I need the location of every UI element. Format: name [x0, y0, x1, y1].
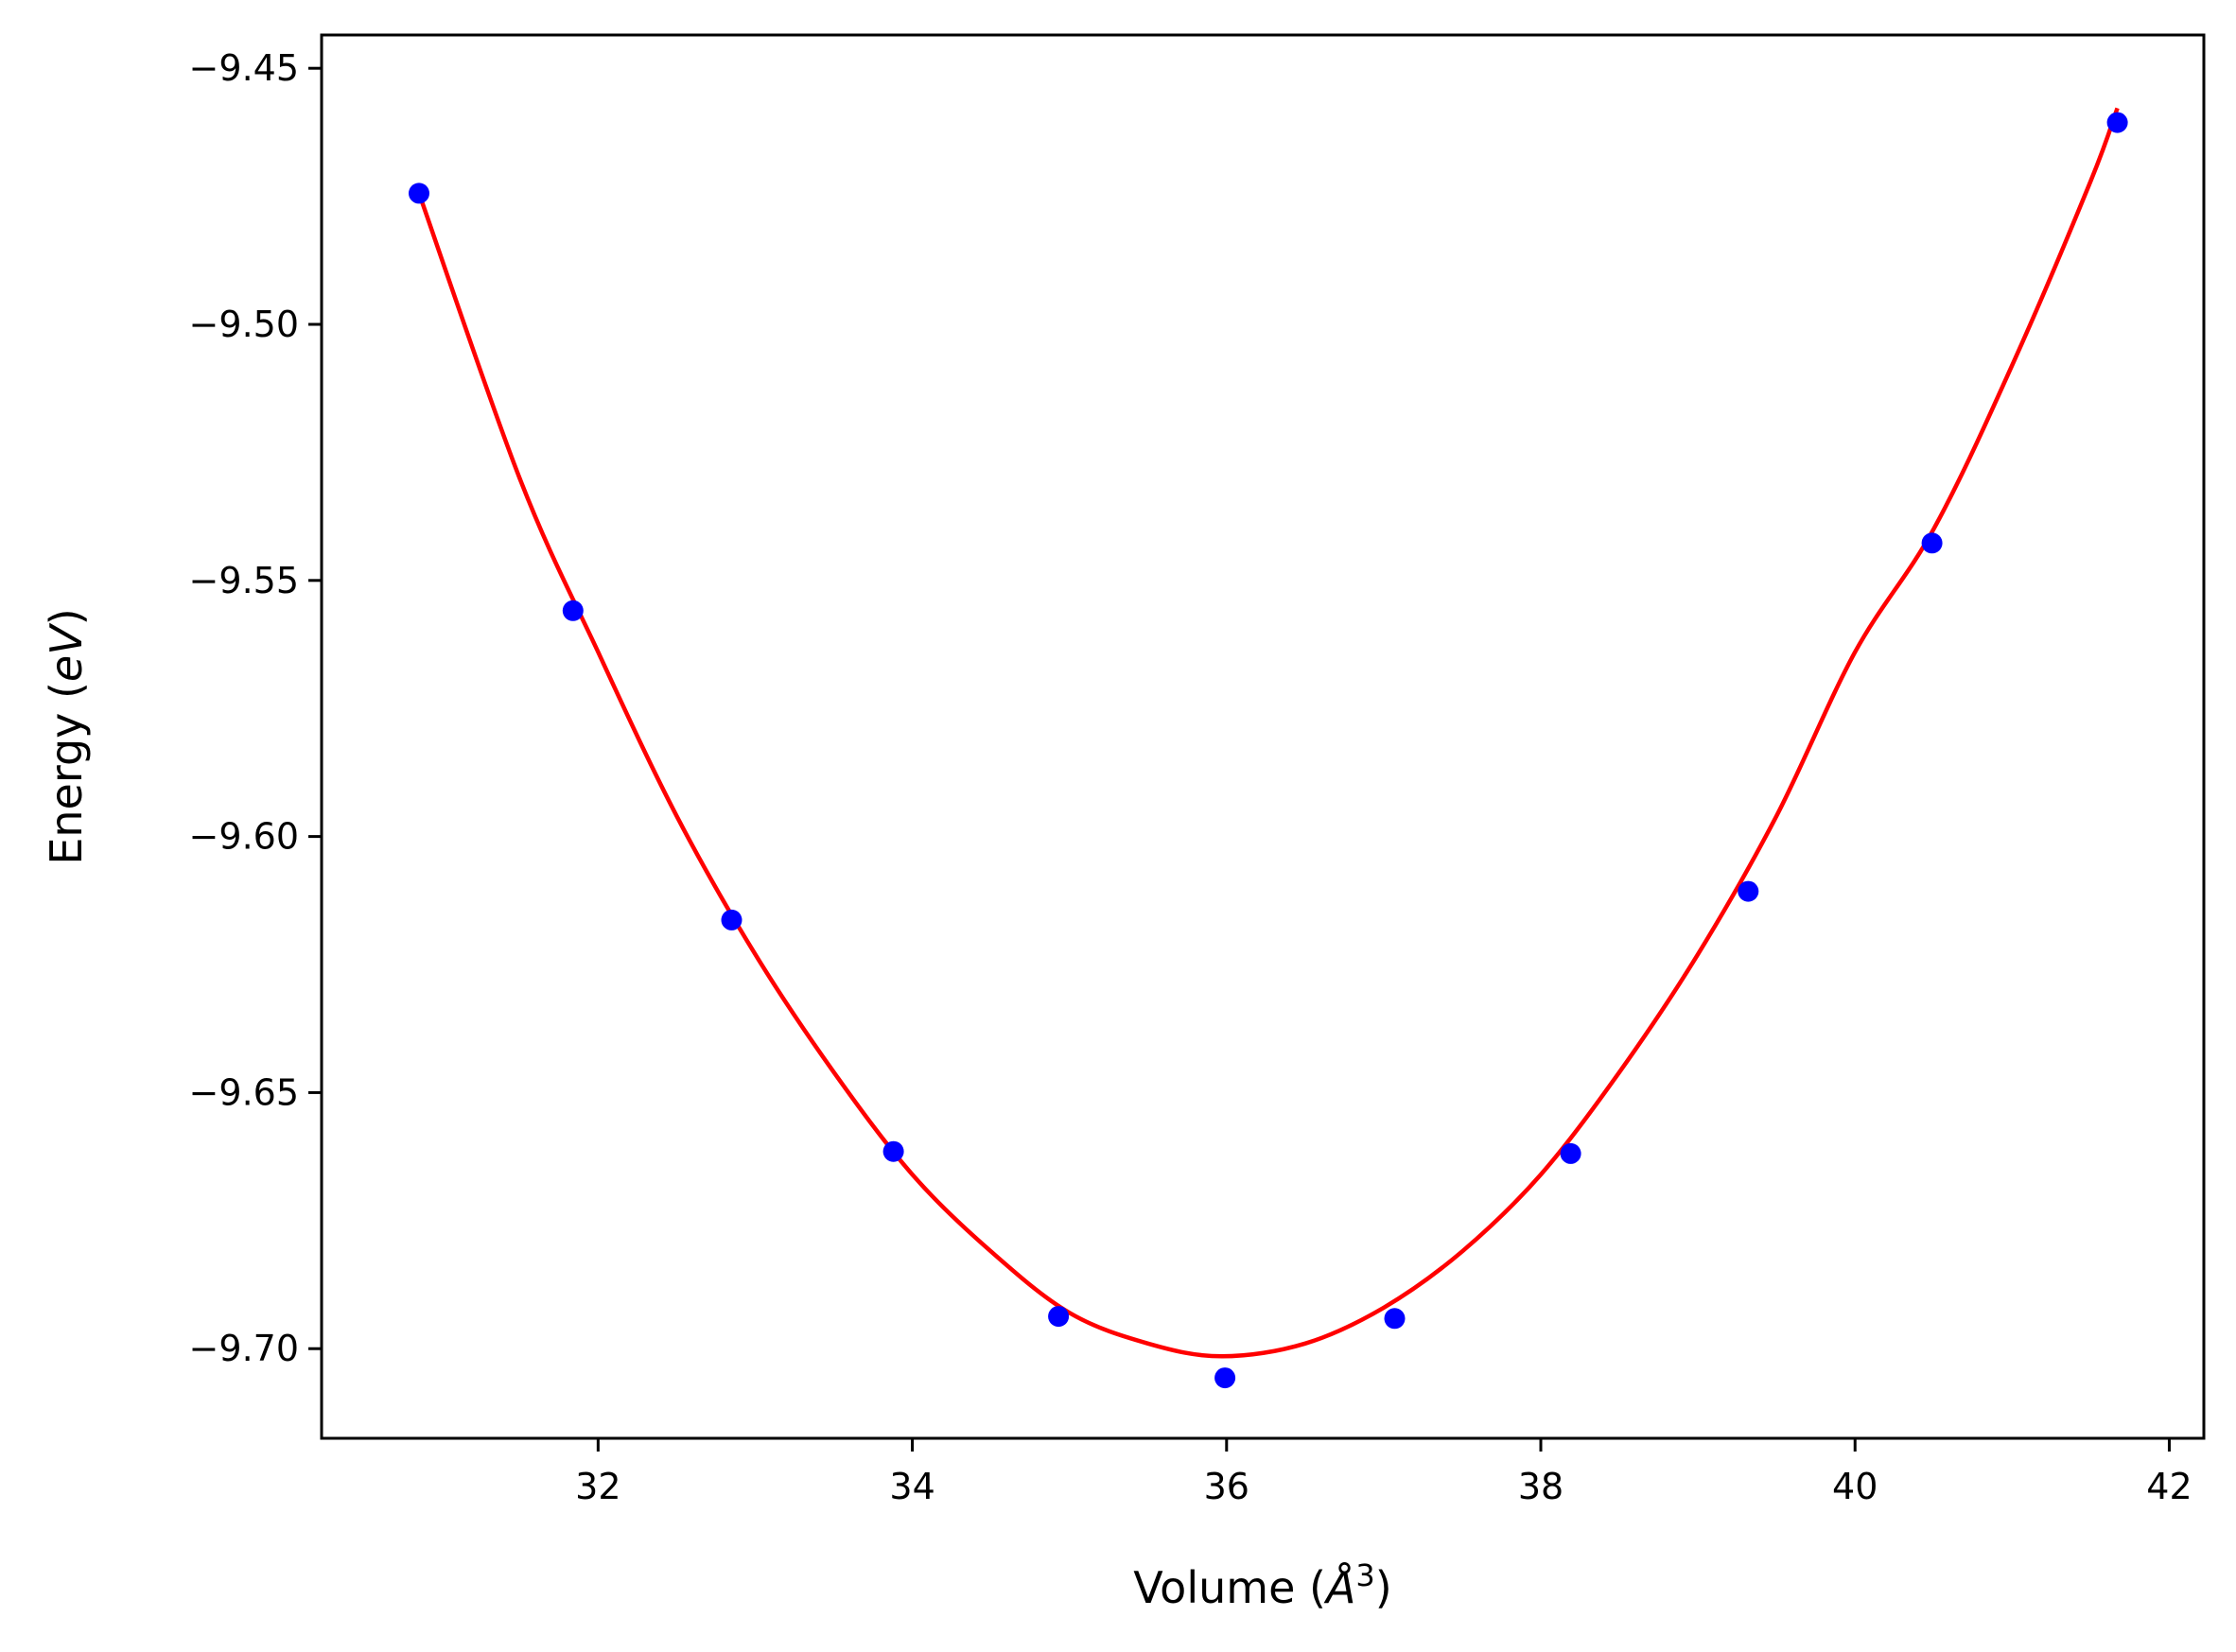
plot-area — [409, 107, 2128, 1389]
y-tick-label: −9.60 — [189, 816, 299, 858]
y-axis-label: Energy (eV) — [41, 608, 92, 864]
x-tick-label: 32 — [575, 1466, 620, 1507]
data-point — [562, 600, 584, 621]
y-tick-label: −9.55 — [189, 560, 299, 601]
data-point — [1560, 1142, 1581, 1164]
y-axis-ticks: −9.70 −9.65 −9.60 −9.55 −9.50 −9.45 — [189, 47, 322, 1369]
data-point — [2106, 112, 2128, 133]
data-points-layer — [409, 112, 2128, 1389]
data-point — [1384, 1308, 1406, 1330]
data-point — [1738, 880, 1759, 902]
x-tick-label: 36 — [1204, 1466, 1249, 1507]
y-tick-label: −9.65 — [189, 1071, 299, 1113]
x-tick-label: 42 — [2146, 1466, 2192, 1507]
x-tick-label: 38 — [1518, 1466, 1563, 1507]
fit-curve — [416, 107, 2120, 1359]
y-tick-label: −9.50 — [189, 304, 299, 345]
data-point — [882, 1140, 904, 1162]
fit-curve-layer — [416, 107, 2120, 1359]
data-point — [1214, 1367, 1236, 1389]
y-tick-label: −9.45 — [189, 47, 299, 89]
data-point — [1921, 532, 1943, 554]
x-tick-label: 34 — [889, 1466, 935, 1507]
x-axis-ticks: 32 34 36 38 40 42 — [575, 1438, 2192, 1507]
data-point — [721, 909, 742, 930]
x-axis-label: Volume (Å3) — [1133, 1557, 1391, 1613]
axes-frame — [320, 33, 2206, 1440]
data-point — [409, 183, 429, 204]
data-point — [1048, 1306, 1070, 1328]
x-tick-label: 40 — [1832, 1466, 1878, 1507]
y-tick-label: −9.70 — [189, 1328, 299, 1369]
